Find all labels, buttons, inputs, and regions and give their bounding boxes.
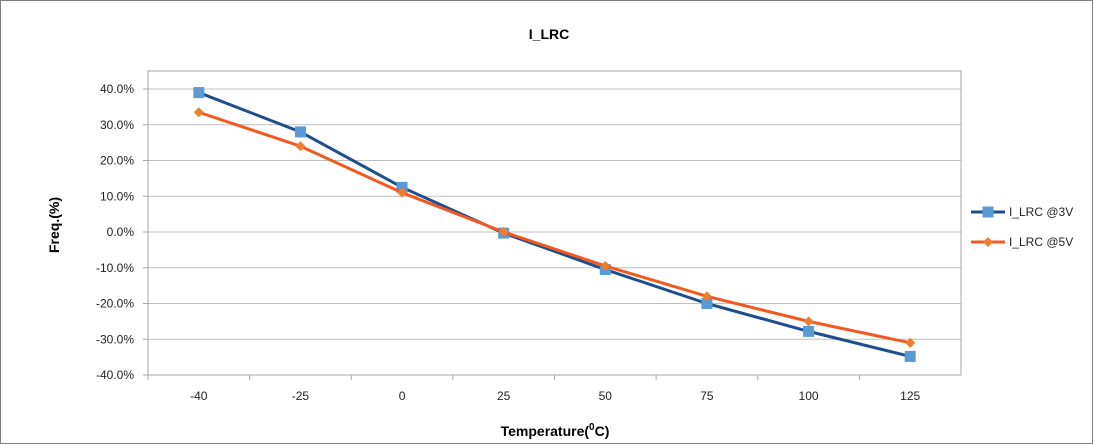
series-layer [193,87,916,362]
x-tick-labels: -40 -25 0 25 50 75 100 125 [190,389,920,403]
series-line [198,110,911,345]
data-point [294,126,306,138]
data-point [803,316,814,327]
data-point [295,141,306,152]
data-point [803,325,815,337]
chart-title: I_LRC [529,26,569,42]
data-point [600,260,611,271]
plot-area [147,70,962,376]
legend-label: I_LRC @5V [1009,235,1073,249]
series-2 [193,107,916,348]
data-point [701,298,713,309]
x-tick-label: 25 [497,389,511,403]
y-tick-label: -30.0% [96,332,134,346]
data-point [397,187,408,198]
y-tick-label: -10.0% [96,261,134,275]
data-point [905,337,916,348]
legend: I_LRC @3V I_LRC @5V [971,205,1073,249]
x-tick-label: -25 [292,389,310,403]
data-point [193,87,205,99]
legend-swatch-marker [982,206,994,218]
x-tick-label: 0 [399,389,406,403]
y-axis-title: Freq.(%) [46,197,62,253]
series-line [198,91,911,358]
y-tick-labels: 40.0% 30.0% 20.0% 10.0% 0.0% -10.0% -20.0% -30.… [96,82,134,382]
x-tick-label: 50 [599,389,613,403]
data-point [396,181,408,193]
legend-item: I_LRC @3V [971,205,1073,219]
y-tick-label: 40.0% [100,82,134,96]
x-tick-label: 125 [900,389,920,403]
y-tick-label: 0.0% [107,225,135,239]
y-tick-label: -20.0% [96,297,134,311]
y-tick-label: 10.0% [100,189,134,203]
data-point [904,350,916,362]
y-tick-label: -40.0% [96,368,134,382]
x-tick-label: 75 [700,389,714,403]
x-axis-title-tail: C) [595,423,610,439]
data-point [701,291,712,302]
data-point [193,107,204,118]
x-axis-title: Temperature(0C) [501,422,610,439]
x-tick-label: 100 [799,389,819,403]
grid-lines [143,88,961,380]
y-tick-label: 20.0% [100,154,134,168]
data-point [498,227,509,237]
x-axis-title-main: Temperature( [501,423,590,439]
x-tick-label: -40 [190,389,208,403]
legend-item: I_LRC @5V [971,235,1073,249]
x-axis-title-sup: 0 [589,422,595,433]
legend-swatch-marker [983,237,993,247]
legend-label: I_LRC @3V [1009,205,1073,219]
y-tick-label: 30.0% [100,118,134,132]
